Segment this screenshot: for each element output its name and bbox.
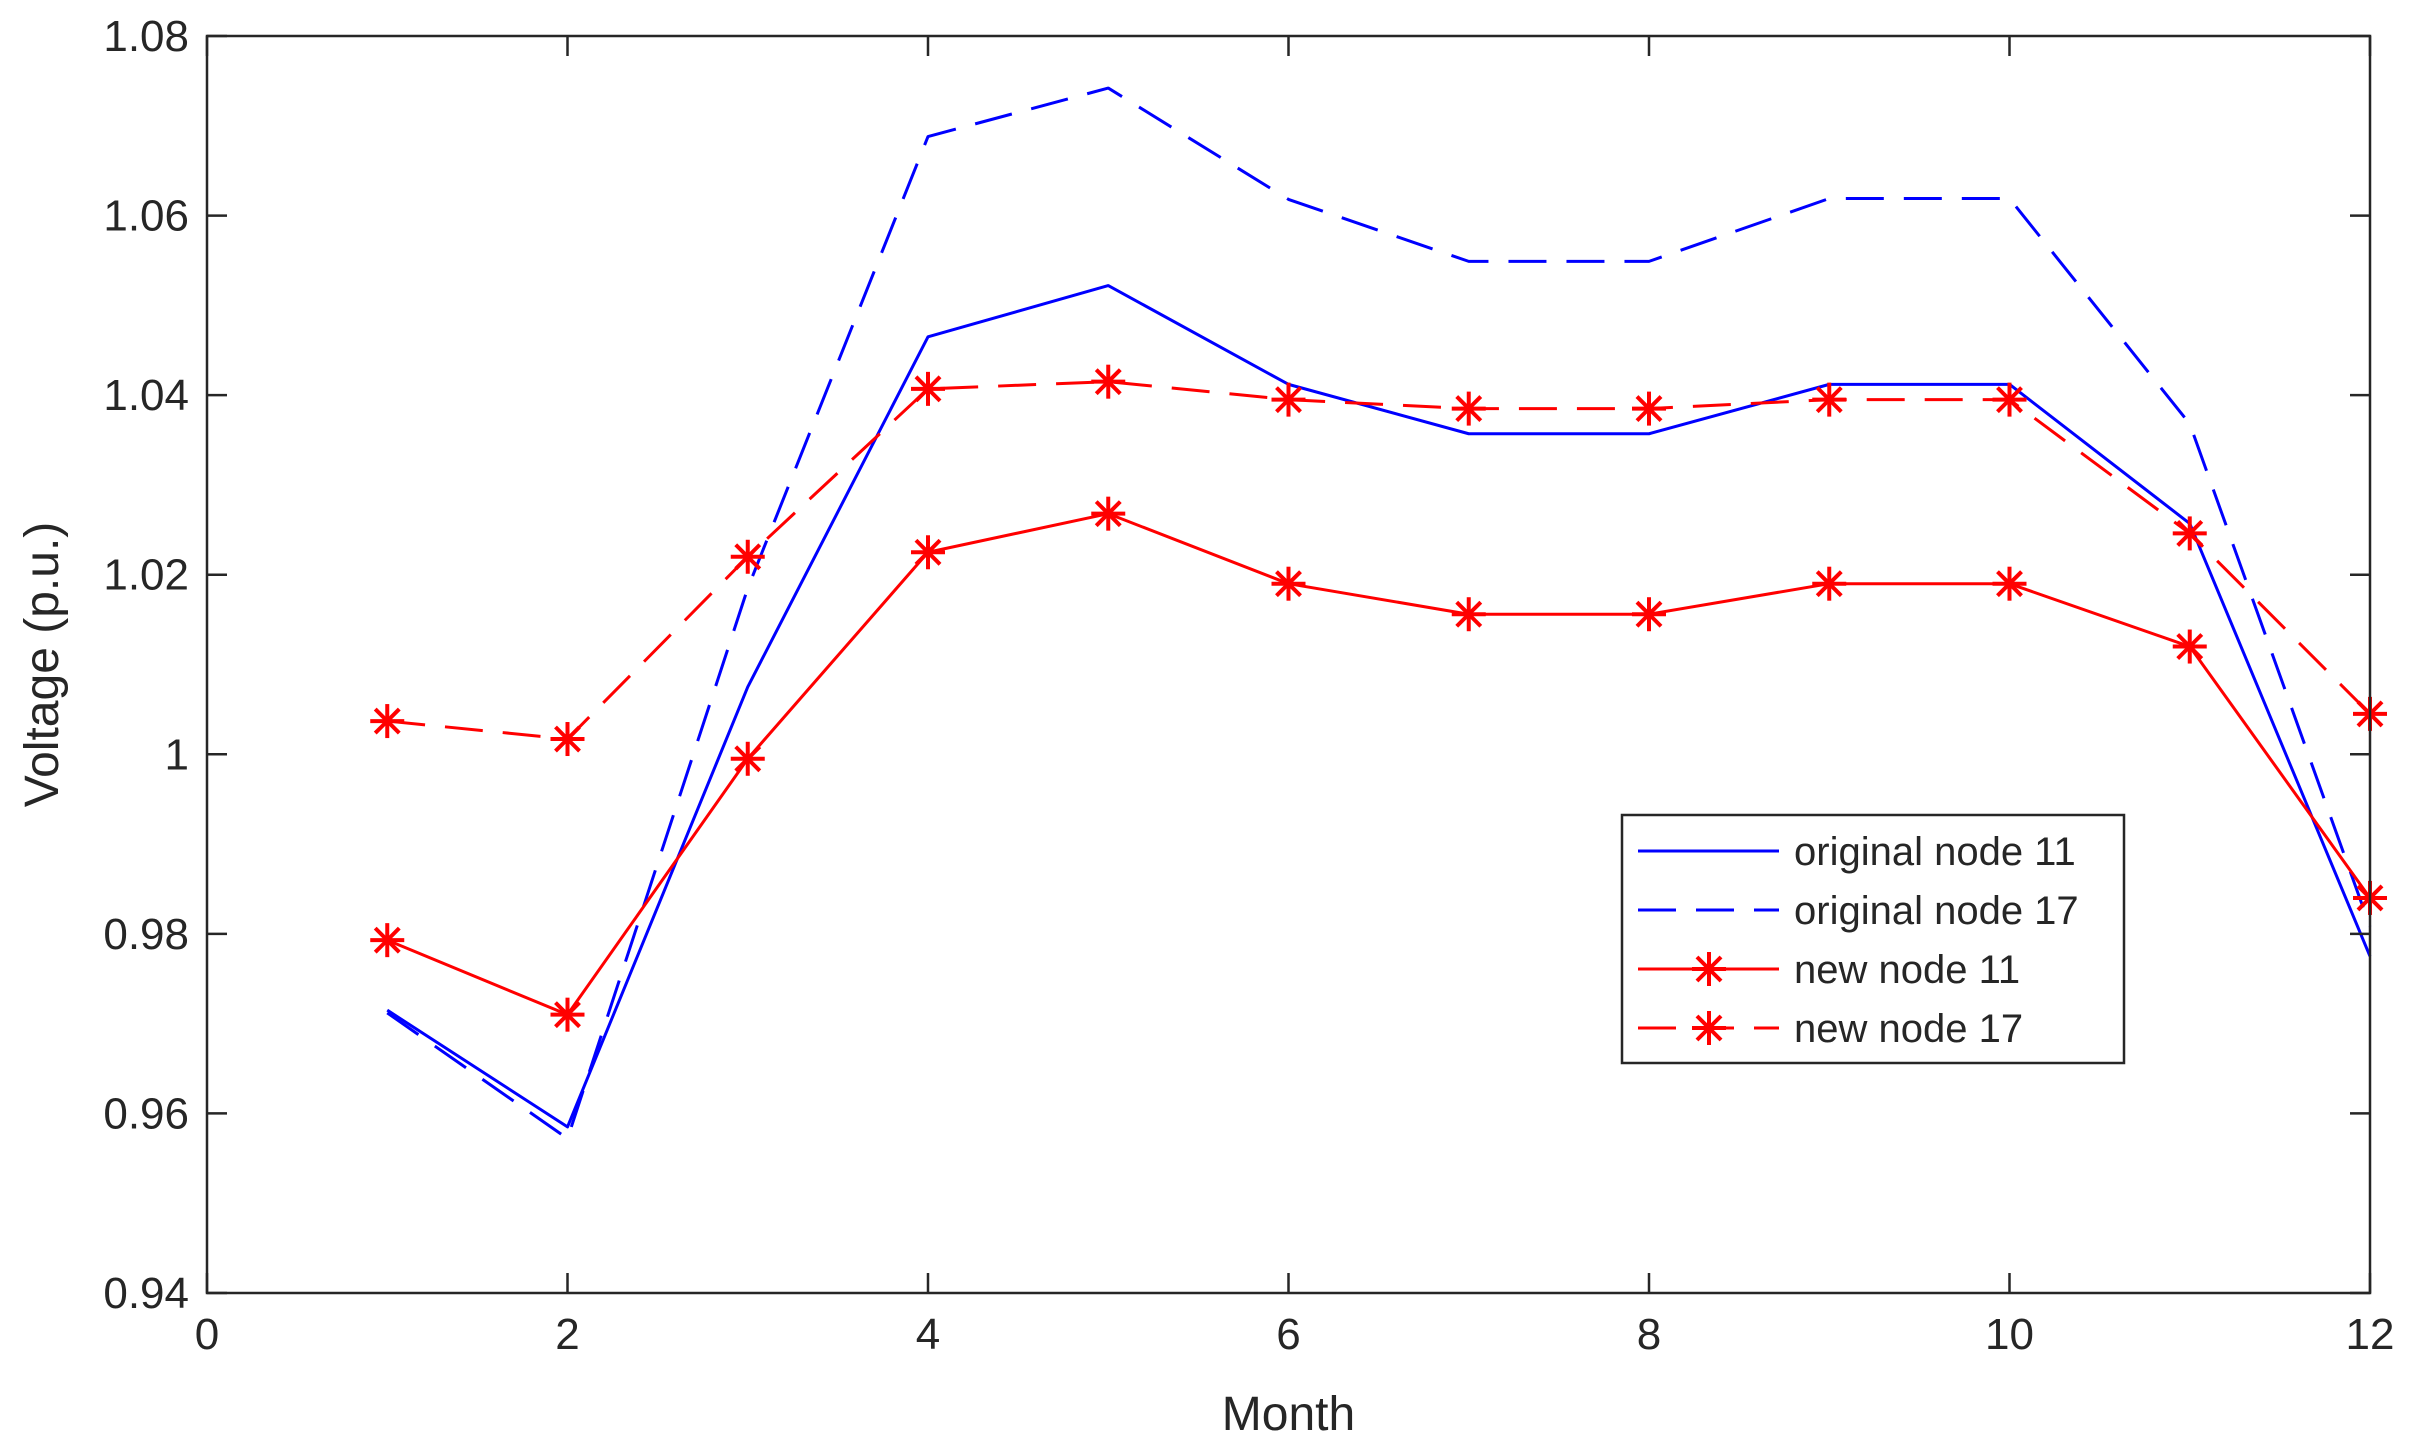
asterisk-marker [1271,566,1306,601]
asterisk-marker [1632,597,1666,632]
legend-item: new node 11 [1638,948,2020,992]
asterisk-marker [911,535,945,570]
x-tick-label: 2 [555,1310,579,1359]
legend-label: new node 17 [1794,1007,2023,1051]
legend: original node 11 original node 17 new node… [1620,813,2126,1065]
series-line [386,86,2372,1141]
y-axis-label: Voltage (p.u.) [16,522,69,808]
y-tick-label: 1.04 [103,371,189,420]
asterisk-marker [1992,382,2027,417]
y-tick-label: 1.08 [103,12,189,61]
y-tick-label: 0.96 [103,1089,189,1138]
x-tick-label: 6 [1276,1310,1300,1359]
asterisk-marker [911,371,945,406]
asterisk-marker [550,997,585,1032]
asterisk-marker [370,704,405,739]
series-original-node-11 [386,284,2372,1129]
legend-item: original node 11 [1638,830,2076,874]
asterisk-marker [370,923,405,958]
x-axis-label: Month [1222,1388,1355,1441]
x-tick-label: 0 [195,1310,219,1359]
x-tick-label: 10 [1985,1310,2034,1359]
x-tick-label: 4 [916,1310,940,1359]
asterisk-marker [1271,382,1306,417]
series-line [386,284,2372,1129]
asterisk-marker [1091,496,1126,531]
asterisk-marker [1451,597,1486,632]
series-new-node-11 [370,496,2387,1032]
asterisk-marker [1692,1011,1726,1045]
y-tick-label: 1 [165,730,189,779]
legend-label: new node 11 [1794,948,2020,992]
asterisk-marker [730,539,765,574]
asterisk-marker [2172,629,2207,664]
asterisk-marker [1632,391,1666,426]
ticks-layer: 0 2 4 6 8 10 12 0.94 0.96 0.98 1 1.02 1.04 1.06 1.08 [103,12,2394,1359]
y-tick-label: 0.98 [103,910,189,959]
asterisk-marker [730,741,765,776]
plot-area [207,36,2370,1293]
y-tick-label: 0.94 [103,1269,189,1318]
asterisk-marker [2172,516,2207,551]
y-tick-label: 1.06 [103,192,189,241]
asterisk-marker [550,722,585,757]
asterisk-marker [1992,566,2027,601]
x-tick-label: 8 [1637,1310,1661,1359]
series-line [386,512,2372,1017]
series-line [387,380,2372,741]
y-tick-label: 1.02 [103,551,189,600]
asterisk-marker [1451,391,1486,426]
legend-label: original node 11 [1794,830,2076,874]
series-original-node-17 [386,86,2372,1141]
asterisk-marker [1091,364,1126,399]
series-layer [370,86,2387,1141]
legend-item: original node 17 [1638,889,2079,933]
legend-box [1620,813,2126,1065]
asterisk-marker [1812,382,1847,417]
x-tick-label: 12 [2346,1310,2395,1359]
asterisk-marker [1692,952,1726,986]
legend-label: original node 17 [1794,889,2079,933]
legend-item: new node 17 [1638,1007,2023,1051]
asterisk-marker [1812,566,1847,601]
